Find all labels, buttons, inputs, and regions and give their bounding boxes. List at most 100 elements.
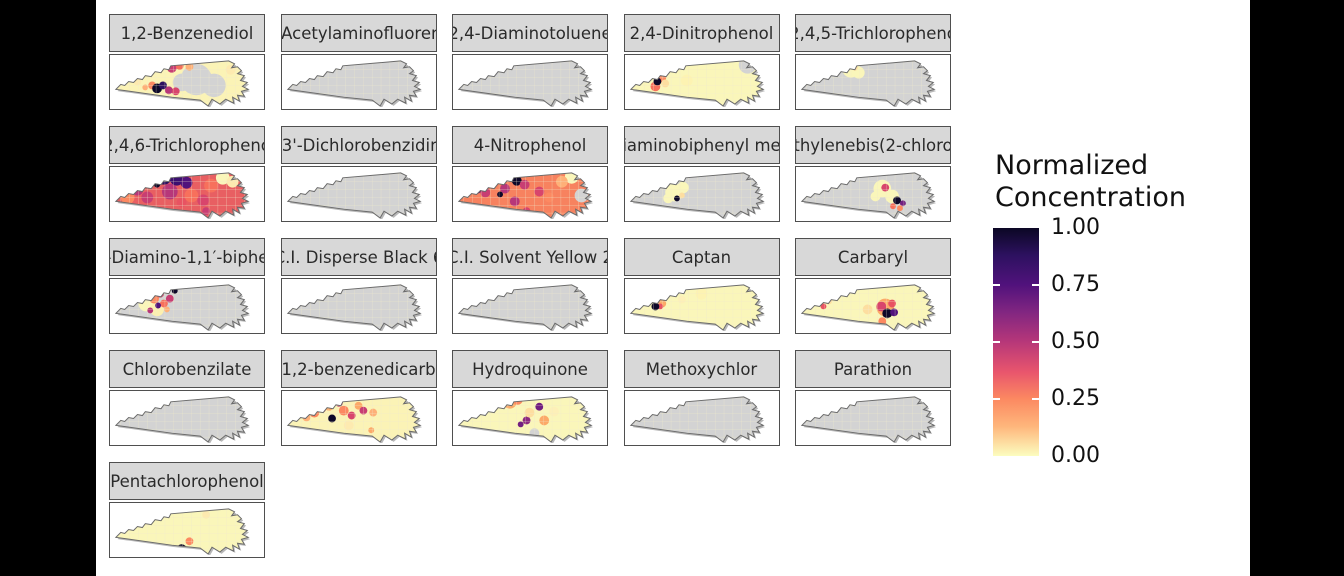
facet-map-panel [452,278,608,334]
facet-grid: 1,2-Benzenediol -Acetylaminofluoren 2,4-Di… [109,14,952,558]
nc-choropleth-map [800,172,937,219]
facet: 2,4,6-Trichloropheno [109,126,265,222]
facet: Pentachlorophenol [109,462,265,558]
legend-tick-mark [993,397,1000,400]
facet: 2,4,5-Trichloropheno [795,14,951,110]
facet-title: Methoxychlor [623,350,780,388]
legend-tick-mark [993,340,1000,343]
facet-map-panel [109,166,265,222]
facet-title: ,3'-Dichlorobenzidin [280,126,437,164]
facet-title: Captan [623,238,780,276]
facet: Hydroquinone [452,350,608,446]
facet: 1,2-Benzenediol [109,14,265,110]
nc-choropleth-map [629,396,765,443]
facet-map-panel [452,390,608,446]
nc-choropleth-map [286,284,422,331]
facet-title: Carbaryl [795,238,951,276]
nc-choropleth-map [286,396,422,443]
facet: 4-Nitrophenol [452,126,608,222]
legend-tick-label: 0.75 [1051,271,1100,297]
facet-title: -Diamino-1,1′-biphe [109,238,265,276]
nc-choropleth-map [800,60,937,107]
facet-title: C.I. Disperse Black 6 [280,238,437,276]
facet-map-panel [109,54,265,110]
facet-map-panel [623,54,780,110]
legend-tick-mark [1032,340,1039,343]
facet-map-panel [280,54,437,110]
legend: Normalized Concentration 1.00 0.75 0.50 0.2… [993,150,1253,468]
nc-choropleth-map [800,396,937,443]
facet-title: 2,4,6-Trichloropheno [109,126,265,164]
letterbox-left [0,0,96,576]
facet-title: Hydroquinone [452,350,608,388]
facet: 2,4-Diaminotoluene [452,14,608,110]
facet-map-panel [623,278,780,334]
facet-title: C.I. Solvent Yellow 2 [452,238,608,276]
nc-choropleth-map [114,60,251,107]
facet: 2,4-Dinitrophenol [623,14,780,110]
facet: Carbaryl [795,238,951,334]
facet-map-panel [795,54,951,110]
legend-tick-label: 0.25 [1051,385,1100,411]
nc-choropleth-map [629,60,765,107]
nc-choropleth-map [457,60,594,107]
facet-title: 1,2-benzenedicarb [280,350,437,388]
facet: Chlorobenzilate [109,350,265,446]
nc-choropleth-map [114,284,251,331]
legend-colorbar [993,227,1039,456]
facet-title: thylenebis(2-chloro [795,126,951,164]
facet-title: 4-Nitrophenol [452,126,608,164]
facet-map-panel [795,166,951,222]
legend-tick-mark [1032,283,1039,286]
legend-tick-label: 0.00 [1051,442,1100,468]
legend-title: Normalized Concentration [995,150,1187,214]
legend-tick-label: 0.50 [1051,328,1100,354]
legend-tick-mark [1032,397,1039,400]
facet-title: 2,4,5-Trichloropheno [795,14,951,52]
legend-colorbar-group: 1.00 0.75 0.50 0.25 0.00 [993,215,1253,468]
facet-map-panel [280,390,437,446]
facet: ,3'-Dichlorobenzidin [280,126,437,222]
facet: 1,2-benzenedicarb [280,350,437,446]
facet-map-panel [795,278,951,334]
facet-title: 2,4-Dinitrophenol [623,14,780,52]
facet: -Diamino-1,1′-biphe [109,238,265,334]
facet-map-panel [795,390,951,446]
facet: -Acetylaminofluoren [280,14,437,110]
facet-map-panel [452,54,608,110]
nc-choropleth-map [286,60,422,107]
nc-choropleth-map [629,284,765,331]
facet-map-panel [452,166,608,222]
nc-choropleth-map [629,172,765,219]
nc-choropleth-map [457,396,594,443]
facet-title: Parathion [795,350,951,388]
facet-map-panel [280,278,437,334]
nc-choropleth-map [286,172,422,219]
nc-choropleth-map [457,284,594,331]
nc-choropleth-map [114,396,251,443]
facet-map-panel [109,278,265,334]
letterbox-right [1250,0,1344,576]
facet-title: 2,4-Diaminotoluene [452,14,608,52]
facet: Captan [623,238,780,334]
facet-map-panel [109,502,265,558]
nc-choropleth-map [114,172,251,219]
facet: iaminobiphenyl me [623,126,780,222]
nc-choropleth-map [114,508,251,555]
facet: Parathion [795,350,951,446]
facet: thylenebis(2-chloro [795,126,951,222]
facet-map-panel [280,166,437,222]
facet-title: Pentachlorophenol [109,462,265,500]
facet: C.I. Solvent Yellow 2 [452,238,608,334]
facet-title: -Acetylaminofluoren [280,14,437,52]
facet-map-panel [109,390,265,446]
facet: C.I. Disperse Black 6 [280,238,437,334]
nc-choropleth-map [457,172,594,219]
facet-title: Chlorobenzilate [109,350,265,388]
legend-tick-label: 1.00 [1051,214,1100,240]
facet-title: 1,2-Benzenediol [109,14,265,52]
facet: Methoxychlor [623,350,780,446]
facet-title: iaminobiphenyl me [623,126,780,164]
facet-map-panel [623,166,780,222]
